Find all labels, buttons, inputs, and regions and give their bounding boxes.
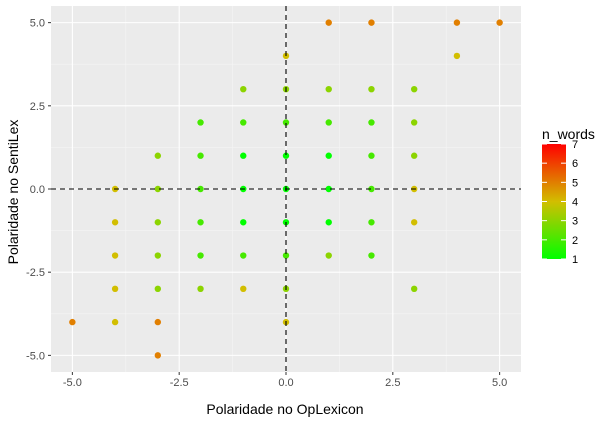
y-tick-label: 0.0 — [30, 184, 45, 196]
y-tick-label: -2.5 — [26, 267, 45, 279]
scatter-point — [282, 152, 290, 159]
scatter-point — [410, 85, 418, 93]
scatter-point — [453, 52, 461, 60]
scatter-point — [69, 318, 76, 326]
scatter-point — [410, 119, 418, 126]
scatter-point — [410, 152, 418, 159]
scatter-point — [197, 219, 204, 226]
legend-label: 5 — [572, 177, 578, 189]
x-axis: -5.0 -2.5 0.0 2.5 5.0 — [63, 372, 507, 389]
x-tick-label: -2.5 — [170, 377, 189, 389]
data-points — [69, 19, 503, 359]
y-axis: -5.0 -2.5 0.0 2.5 5.0 — [26, 18, 51, 362]
scatter-point — [410, 219, 418, 226]
scatter-point — [368, 19, 375, 26]
y-tick-label: 2.5 — [30, 101, 45, 113]
scatter-point — [325, 19, 332, 26]
legend-label: 1 — [572, 254, 578, 266]
scatter-point — [154, 285, 162, 293]
scatter-point — [368, 219, 375, 226]
scatter-point — [240, 285, 247, 293]
scatter-point — [368, 185, 375, 193]
x-tick-label: 0.0 — [278, 377, 293, 389]
scatter-point — [368, 252, 375, 259]
scatter-point — [154, 219, 162, 226]
scatter-point — [325, 119, 332, 126]
scatter-point — [111, 252, 119, 259]
scatter-point — [325, 152, 332, 159]
scatter-point — [154, 152, 162, 159]
scatter-point — [496, 19, 503, 26]
scatter-point — [240, 152, 247, 159]
scatter-point — [325, 219, 332, 226]
scatter-point — [325, 252, 332, 259]
x-tick-label: 5.0 — [492, 377, 507, 389]
color-legend: n_words 1 2 3 4 5 6 7 — [542, 126, 595, 266]
legend-label: 4 — [572, 197, 578, 209]
scatter-point — [154, 318, 162, 326]
scatter-point — [282, 119, 290, 126]
scatter-point — [197, 285, 204, 293]
scatter-point — [197, 152, 204, 159]
scatter-point — [410, 285, 418, 293]
legend-ticks: 1 2 3 4 5 6 7 — [542, 139, 578, 266]
y-tick-label: 5.0 — [30, 18, 45, 30]
scatter-point — [111, 219, 119, 226]
legend-title: n_words — [542, 126, 595, 142]
x-tick-label: -5.0 — [63, 377, 82, 389]
scatter-point — [368, 119, 375, 126]
scatter-point — [154, 252, 162, 259]
legend-label: 2 — [572, 235, 578, 247]
legend-label: 6 — [572, 158, 578, 170]
legend-label: 3 — [572, 216, 578, 228]
y-tick-label: -5.0 — [26, 350, 45, 362]
scatter-point — [325, 185, 332, 193]
scatter-point — [282, 252, 290, 259]
scatter-point — [111, 285, 119, 293]
x-axis-title: Polaridade no OpLexicon — [206, 401, 363, 417]
scatter-point — [453, 19, 461, 26]
scatter-point — [111, 318, 119, 326]
scatter-point — [240, 252, 247, 259]
x-tick-label: 2.5 — [385, 377, 400, 389]
scatter-point — [197, 252, 204, 259]
scatter-point — [197, 185, 204, 193]
scatter-point — [368, 152, 375, 159]
scatter-point — [325, 85, 332, 93]
scatter-point — [197, 119, 204, 126]
scatter-point — [240, 119, 247, 126]
scatter-point — [240, 85, 247, 93]
scatter-point — [368, 85, 375, 93]
y-axis-title: Polaridade no SentiLex — [5, 120, 21, 265]
scatter-point — [240, 219, 247, 226]
legend-label: 7 — [572, 139, 578, 151]
scatter-point — [154, 185, 162, 193]
scatter-point — [154, 352, 162, 359]
reference-lines — [51, 6, 521, 372]
